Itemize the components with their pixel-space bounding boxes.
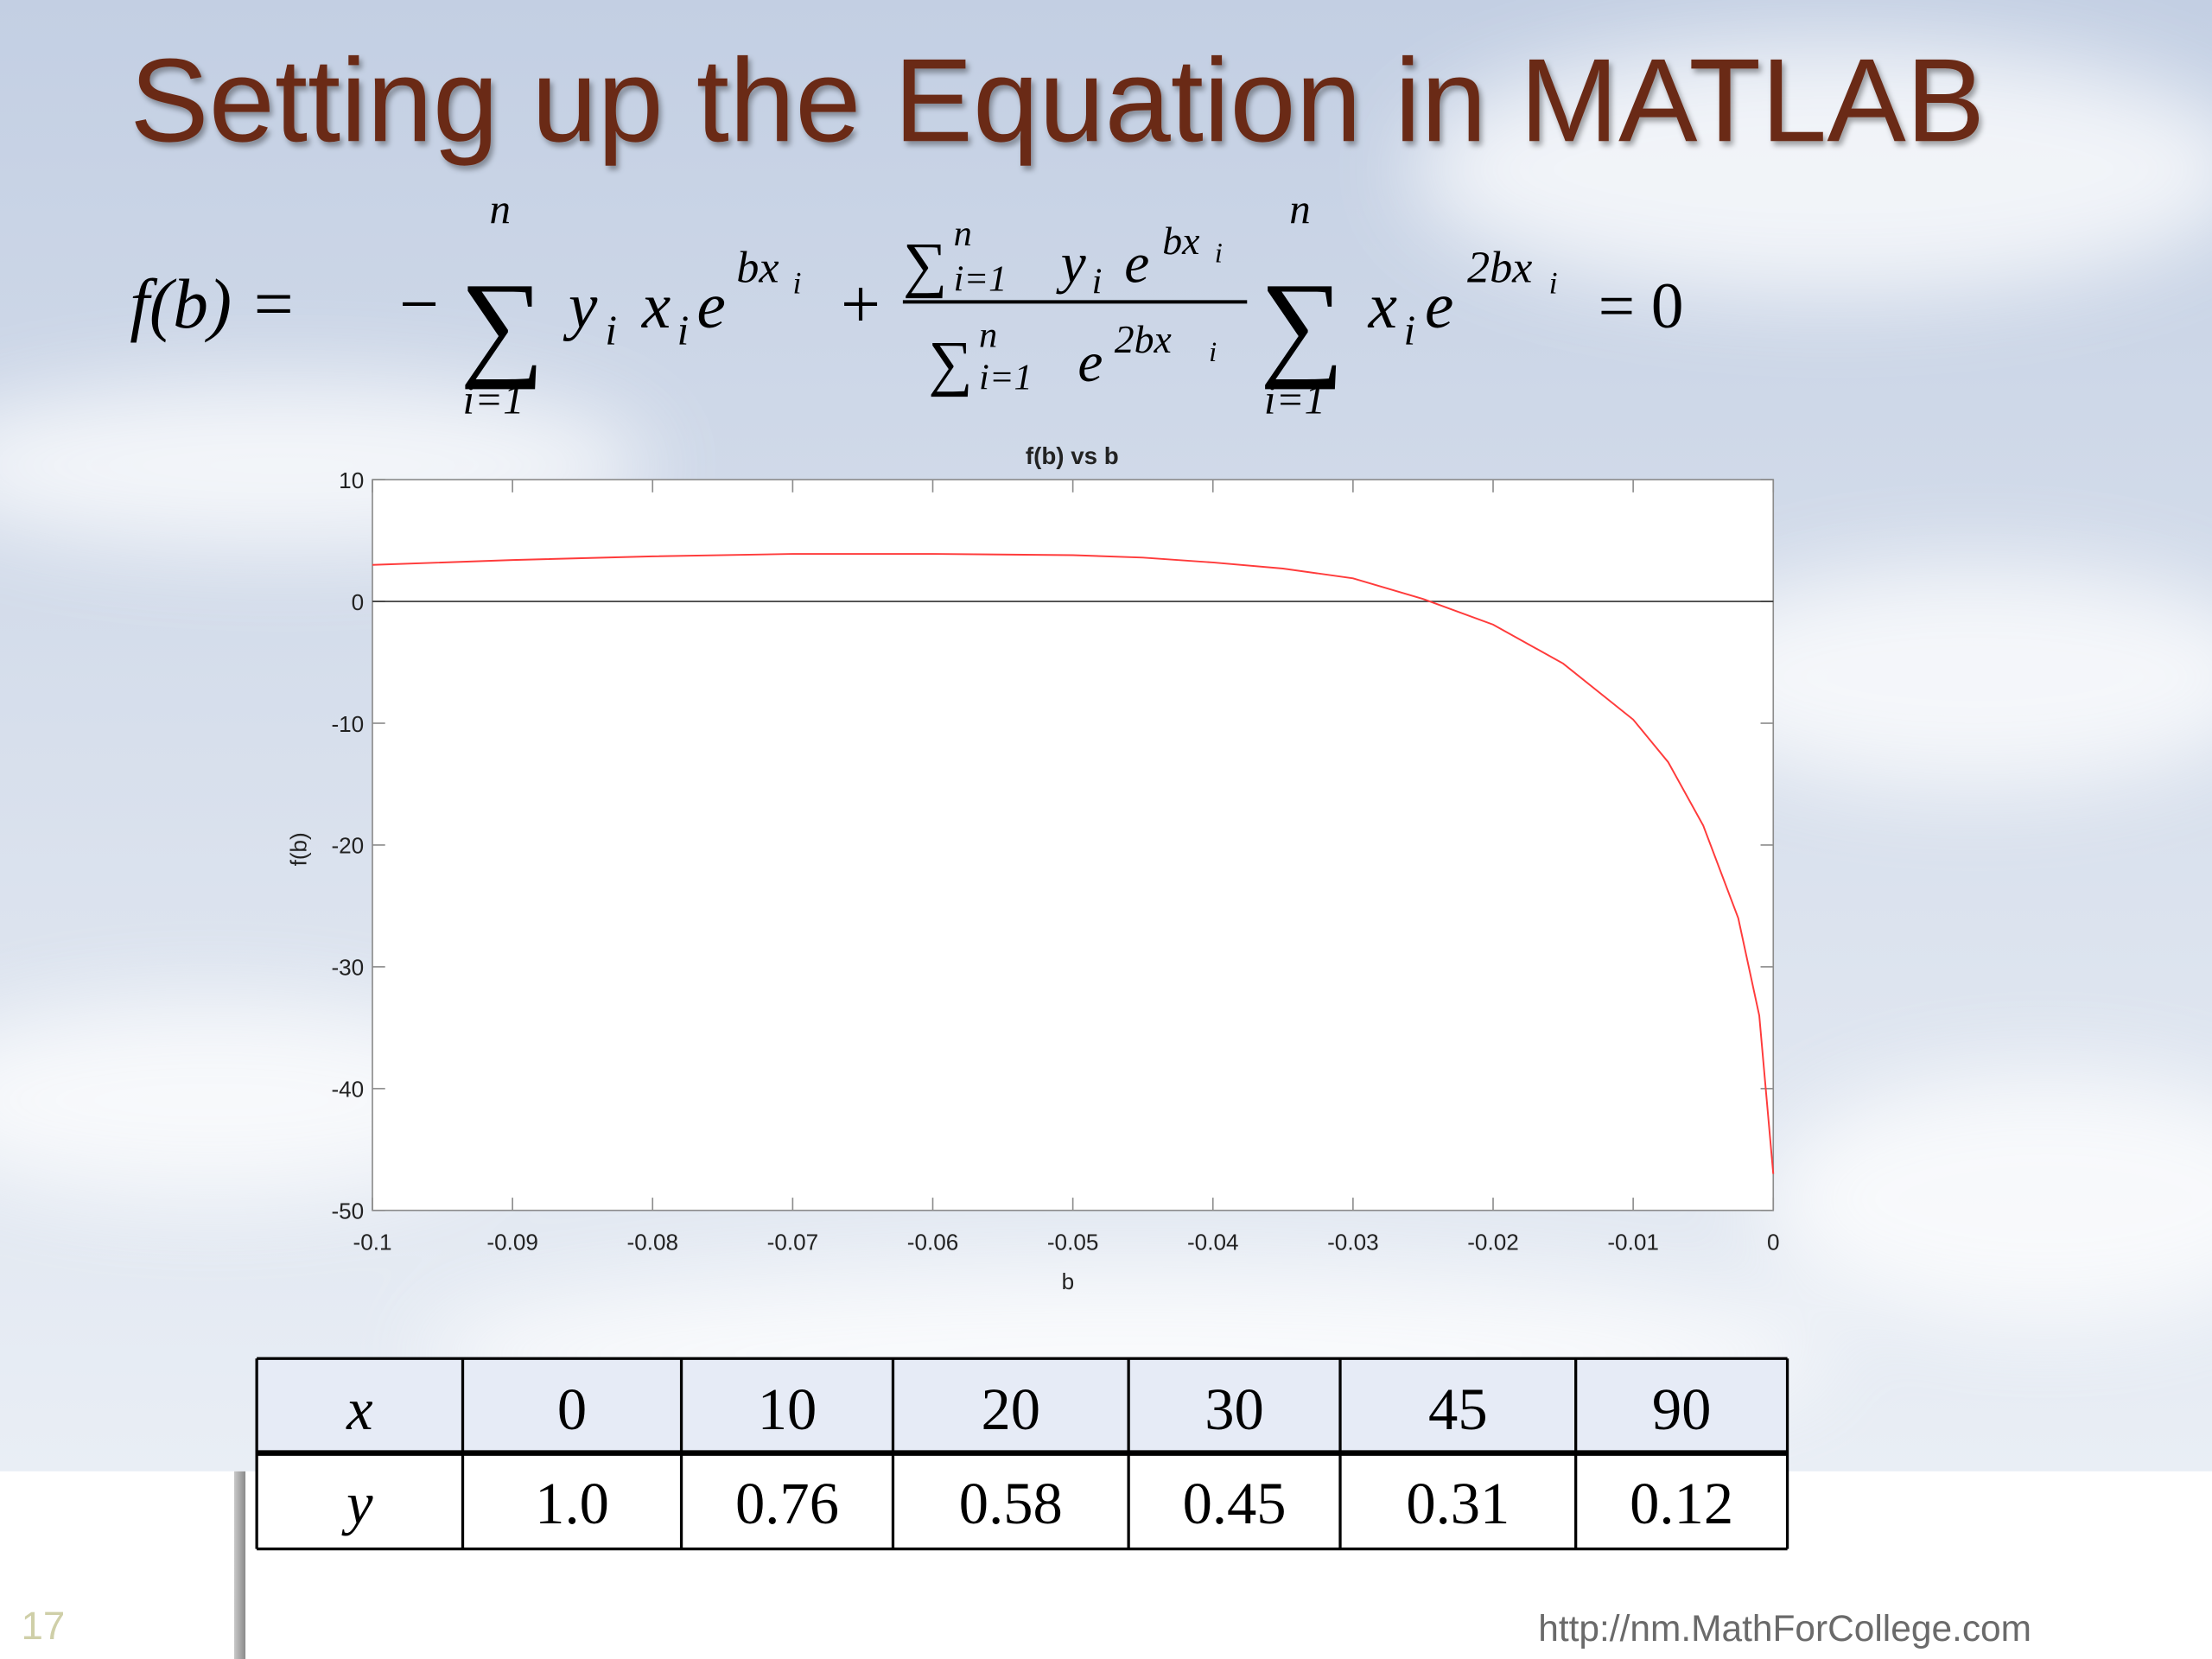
table-cell: 45 <box>1428 1376 1488 1442</box>
equation-part: i=1 <box>954 258 1007 299</box>
table-cell: 0 <box>557 1376 587 1442</box>
table-cell: y <box>341 1471 373 1536</box>
equation-part: i=1 <box>463 375 524 423</box>
table-cell: 1.0 <box>535 1471 609 1536</box>
equation-part: n <box>490 185 511 232</box>
y-tick-label: -30 <box>331 955 364 981</box>
equation-part: n <box>954 213 972 254</box>
plot-area <box>372 479 1775 1211</box>
y-tick-label: -20 <box>331 833 364 859</box>
x-tick-label: -0.08 <box>627 1230 679 1255</box>
equation-part: i=1 <box>1264 375 1325 423</box>
equation-part: ∑ <box>903 230 947 299</box>
equation-part: i <box>1209 337 1217 368</box>
table-cell: 0.31 <box>1406 1471 1510 1536</box>
x-axis-label: b <box>1062 1268 1075 1294</box>
equation-part: i <box>1549 266 1558 301</box>
equation-part: e <box>697 270 726 342</box>
equation-part: i <box>605 306 617 353</box>
y-axis-label: f(b) <box>285 832 311 866</box>
equation-part: i <box>1215 238 1223 270</box>
equation: f(b) = − ∑ni=1y i x i ebx i + ∑ ni=1 y i e bx i∑ ni=1 e 2b… <box>130 185 1683 423</box>
equation-part: + <box>841 264 880 343</box>
equation-part: y <box>1056 233 1087 296</box>
table-body-bg <box>257 1452 1788 1549</box>
equation-part: f(b) = <box>130 264 296 343</box>
table-cell: 0.12 <box>1630 1471 1733 1536</box>
equation-part: i <box>1403 306 1415 353</box>
table-cell: 20 <box>982 1376 1041 1442</box>
equation-part: i <box>1092 262 1103 302</box>
equation-part: i <box>677 306 690 353</box>
page-number: 17 <box>21 1604 65 1648</box>
x-tick-label: -0.01 <box>1607 1230 1659 1255</box>
equation-part: y <box>563 270 598 342</box>
x-tick-label: 0 <box>1767 1230 1780 1255</box>
y-tick-label: 10 <box>339 467 364 493</box>
equation-part: n <box>1289 185 1310 232</box>
x-tick-label: -0.03 <box>1327 1230 1379 1255</box>
equation-part: 2bx <box>1467 243 1532 293</box>
equation-part: x <box>1368 270 1397 342</box>
chart-title: f(b) vs b <box>1026 442 1119 469</box>
y-tick-label: -40 <box>331 1077 364 1103</box>
footer-divider <box>234 1471 246 1659</box>
equation-part: i <box>793 266 802 301</box>
table-cell: 0.45 <box>1183 1471 1287 1536</box>
y-tick-label: -10 <box>331 711 364 737</box>
equation-part: x <box>641 270 671 342</box>
table-cell: 30 <box>1205 1376 1264 1442</box>
equation-part: = 0 <box>1599 270 1684 342</box>
x-tick-label: -0.09 <box>486 1230 538 1255</box>
equation-part: i=1 <box>979 358 1033 398</box>
slide-title: Setting up the Equation in MATLAB <box>130 35 1985 167</box>
table-cell: 0.76 <box>735 1471 839 1536</box>
x-tick-label: -0.04 <box>1187 1230 1239 1255</box>
equation-part: bx <box>736 243 779 293</box>
table-header-bg <box>257 1358 1788 1453</box>
data-table: x 0 10 20 30 45 90 y 1.0 0.76 0.58 0.45 0.31 0.12 <box>255 1357 1789 1551</box>
x-tick-label: -0.06 <box>907 1230 959 1255</box>
x-tick-label: -0.02 <box>1467 1230 1519 1255</box>
y-tick-label: 0 <box>352 589 365 615</box>
table-cell: 90 <box>1652 1376 1712 1442</box>
y-tick-label: -50 <box>331 1198 364 1224</box>
equation-part: bx <box>1162 219 1199 263</box>
table-cell: 0.58 <box>959 1471 1063 1536</box>
equation-part: e <box>1077 332 1103 394</box>
equation-part: 2bx <box>1115 317 1172 361</box>
x-tick-label: -0.1 <box>353 1230 392 1255</box>
equation-part: n <box>979 315 997 356</box>
table-cell: x <box>346 1376 372 1442</box>
equation-part: ∑ <box>460 258 544 390</box>
x-tick-label: -0.05 <box>1047 1230 1099 1255</box>
equation-part: ∑ <box>928 328 972 397</box>
equation-part: e <box>1124 233 1149 296</box>
x-tick-label: -0.07 <box>767 1230 819 1255</box>
equation-part: e <box>1425 270 1453 342</box>
footer-url: http://nm.MathForCollege.com <box>1538 1608 2031 1649</box>
equation-part: − <box>399 264 439 343</box>
chart: f(b) vs b b f(b) -50 -40 -30 -20 -10 0 10 -0.1 -… <box>285 442 1779 1294</box>
curve <box>372 553 1775 1174</box>
equation-part: ∑ <box>1260 258 1344 390</box>
table-cell: 10 <box>758 1376 817 1442</box>
